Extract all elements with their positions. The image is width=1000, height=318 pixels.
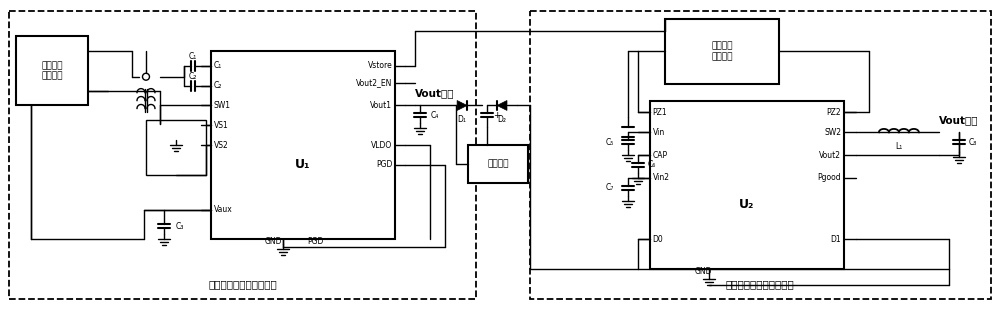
Text: C₅: C₅ <box>605 138 614 147</box>
Polygon shape <box>457 100 467 110</box>
Text: PGD: PGD <box>376 161 392 169</box>
Text: GND: GND <box>694 266 712 275</box>
Text: 电磁倂能
器输出端: 电磁倂能 器输出端 <box>41 61 63 80</box>
Bar <box>146 120 206 175</box>
Bar <box>211 51 395 239</box>
Text: PGD: PGD <box>308 237 324 246</box>
Text: PZ1: PZ1 <box>653 108 667 117</box>
Text: C₃: C₃ <box>176 222 184 231</box>
Text: C₁: C₁ <box>214 61 222 70</box>
Polygon shape <box>497 100 507 110</box>
Text: Vaux: Vaux <box>214 205 233 214</box>
Text: 压电倂能
器输出端: 压电倂能 器输出端 <box>711 42 733 61</box>
Bar <box>665 19 779 84</box>
Text: Vstore: Vstore <box>368 61 392 70</box>
Text: C₆: C₆ <box>648 161 656 169</box>
Text: Vout电磁: Vout电磁 <box>415 89 455 99</box>
Bar <box>650 100 844 269</box>
Text: +: + <box>493 111 501 120</box>
Text: C₂: C₂ <box>214 81 222 90</box>
Text: CAP: CAP <box>653 150 668 160</box>
Text: U₁: U₁ <box>295 158 311 171</box>
Text: 压电倂能器能量采集电路: 压电倂能器能量采集电路 <box>726 279 795 289</box>
Text: Vout2_EN: Vout2_EN <box>356 78 392 87</box>
Text: D₁: D₁ <box>458 115 467 124</box>
Text: Vout1: Vout1 <box>370 101 392 110</box>
Text: C₇: C₇ <box>605 183 614 192</box>
Text: SW2: SW2 <box>824 128 841 137</box>
Text: SW1: SW1 <box>214 101 231 110</box>
Text: C₁: C₁ <box>189 52 197 61</box>
Text: Pgood: Pgood <box>817 173 841 182</box>
Text: Vout2: Vout2 <box>819 150 841 160</box>
Text: VS1: VS1 <box>214 121 229 130</box>
Text: C₈: C₈ <box>969 138 977 147</box>
Text: D0: D0 <box>653 235 663 244</box>
Text: Vin: Vin <box>653 128 665 137</box>
Text: U₂: U₂ <box>739 198 755 211</box>
Text: C₄: C₄ <box>430 111 438 120</box>
Text: GND: GND <box>265 237 282 246</box>
Bar <box>530 11 991 299</box>
Text: D1: D1 <box>830 235 841 244</box>
Text: VLDO: VLDO <box>371 141 392 150</box>
Text: Vin2: Vin2 <box>653 173 670 182</box>
Text: D₂: D₂ <box>497 115 506 124</box>
Text: VS2: VS2 <box>214 141 229 150</box>
Text: Vout压电: Vout压电 <box>939 115 978 125</box>
Bar <box>468 145 528 183</box>
Bar <box>16 36 88 106</box>
Text: L₁: L₁ <box>895 142 903 151</box>
Text: 充电电路: 充电电路 <box>487 159 509 169</box>
Bar <box>9 11 476 299</box>
Text: 电磁倂能器能量采集电路: 电磁倂能器能量采集电路 <box>208 279 277 289</box>
Text: C₂: C₂ <box>189 72 197 81</box>
Text: PZ2: PZ2 <box>826 108 841 117</box>
